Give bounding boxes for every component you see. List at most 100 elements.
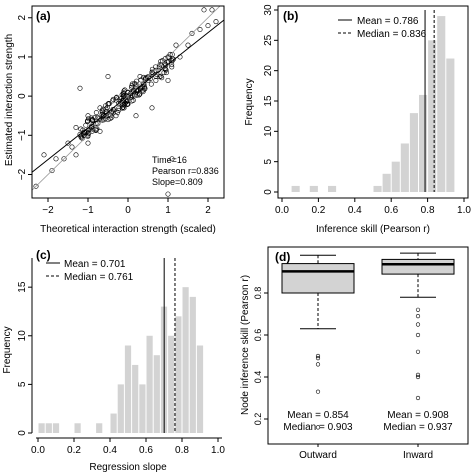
d-stat-mean-outward: Mean = 0.854 xyxy=(287,410,349,421)
a-point xyxy=(129,81,135,87)
a-point xyxy=(161,70,167,76)
c-y-tick-label: 15 xyxy=(17,281,28,293)
b-x-tick-label: 0.4 xyxy=(348,205,362,216)
a-point xyxy=(128,91,134,97)
d-outlier-inward xyxy=(415,307,421,312)
d-outlier-outward xyxy=(315,425,321,430)
a-point xyxy=(201,7,207,13)
a-point xyxy=(157,62,163,68)
c-bar xyxy=(153,355,160,433)
d-outlier-outward xyxy=(315,356,321,361)
b-x-tick-label: 0.6 xyxy=(384,205,398,216)
a-point xyxy=(100,112,106,118)
a-point xyxy=(77,85,83,91)
a-point xyxy=(109,109,115,115)
a-point xyxy=(213,19,219,25)
a-point xyxy=(124,93,130,99)
a-point xyxy=(159,75,165,81)
a-y-ticks: −2 −1 0 1 2 xyxy=(17,15,32,180)
b-x-axis-label: Inference skill (Pearson r) xyxy=(316,224,430,235)
panel-a-scatter: −2 −1 0 1 2 −2 −1 0 1 2 (a) Time=16 Pearson r=0.… xyxy=(4,5,225,235)
a-x-tick-label: −2 xyxy=(42,205,54,216)
a-point xyxy=(142,76,148,82)
a-point xyxy=(81,132,87,138)
a-y-tick-label: 0 xyxy=(17,93,28,99)
d-y-ticks: 0.2 0.4 0.6 0.8 xyxy=(253,287,268,426)
c-bar xyxy=(52,423,60,433)
c-legend-mean-label: Mean = 0.701 xyxy=(64,259,126,270)
c-legend-median-label: Median = 0.761 xyxy=(64,272,134,283)
c-y-ticks: 0 5 10 15 xyxy=(17,281,32,436)
a-point xyxy=(85,113,91,119)
d-outlier-inward xyxy=(415,349,421,354)
a-y-tick-label: 2 xyxy=(17,15,28,21)
b-bar xyxy=(400,143,409,192)
a-point xyxy=(165,191,171,197)
a-point xyxy=(148,81,154,87)
d-outlier-inward xyxy=(415,314,421,319)
a-point xyxy=(69,144,75,150)
b-bar xyxy=(373,185,382,192)
b-bar xyxy=(328,185,337,192)
a-point xyxy=(145,77,151,83)
c-bar xyxy=(132,364,139,433)
d-box-outward xyxy=(281,263,355,294)
a-point xyxy=(163,70,169,76)
c-bar xyxy=(168,335,175,433)
a-lines xyxy=(32,6,224,191)
a-point xyxy=(189,30,195,36)
b-bars xyxy=(291,16,455,193)
a-point xyxy=(33,183,39,189)
a-point xyxy=(106,101,112,107)
c-bar xyxy=(74,423,81,433)
a-point xyxy=(125,101,131,107)
a-point xyxy=(93,110,99,116)
a-point xyxy=(41,152,47,158)
a-x-tick-label: 0 xyxy=(125,205,131,216)
c-bars xyxy=(38,287,204,433)
a-point xyxy=(120,91,126,97)
d-plot-frame xyxy=(267,246,469,445)
a-point xyxy=(83,122,89,128)
c-y-tick-label: 5 xyxy=(17,381,28,387)
a-point xyxy=(97,105,103,111)
b-bar xyxy=(446,58,455,193)
a-point xyxy=(149,70,155,76)
d-y-tick-label: 0.2 xyxy=(253,413,263,426)
d-stat-mean-inward: Mean = 0.908 xyxy=(387,410,449,421)
b-y-tick-label: 20 xyxy=(263,65,274,77)
a-point xyxy=(153,77,159,83)
a-point xyxy=(141,81,147,87)
a-point xyxy=(141,81,147,87)
d-outlier-outward xyxy=(315,362,321,367)
a-point xyxy=(153,67,159,73)
b-y-tick-label: 5 xyxy=(263,158,274,164)
b-x-tick-label: 0.0 xyxy=(275,205,289,216)
a-point xyxy=(149,105,155,111)
c-x-tick-label: 0.6 xyxy=(139,445,153,456)
a-point xyxy=(90,117,96,123)
d-outlier-inward xyxy=(415,322,421,327)
a-y-tick-label: −2 xyxy=(17,168,28,180)
a-point xyxy=(165,77,171,83)
b-legend-mean-label: Mean = 0.786 xyxy=(357,16,419,27)
c-panel-label: (c) xyxy=(36,248,51,262)
a-point xyxy=(129,98,135,104)
c-bar xyxy=(38,423,45,433)
a-annotation-slope: Slope=0.809 xyxy=(152,177,203,187)
c-x-tick-label: 0.2 xyxy=(67,445,81,456)
c-x-ticks: 0.0 0.2 0.4 0.6 0.8 1.0 xyxy=(31,438,225,456)
b-x-tick-label: 1.0 xyxy=(457,205,471,216)
a-point xyxy=(61,156,67,162)
panel-c-histogram: 0.0 0.2 0.4 0.6 0.8 1.0 0 5 10 15 (c) Mean = 0.7… xyxy=(2,248,225,473)
a-y-axis-label: Estimated interaction strength xyxy=(4,34,15,166)
d-outlier-outward xyxy=(315,389,321,394)
c-bar xyxy=(139,384,146,433)
d-outlier-inward xyxy=(415,374,421,380)
b-legend-median-label: Median = 0.836 xyxy=(357,29,427,40)
a-point xyxy=(110,96,116,102)
a-panel-label: (a) xyxy=(36,9,51,23)
a-point xyxy=(169,64,175,70)
b-y-tick-label: 10 xyxy=(263,125,274,137)
a-x-ticks: −2 −1 0 1 2 xyxy=(42,198,211,216)
